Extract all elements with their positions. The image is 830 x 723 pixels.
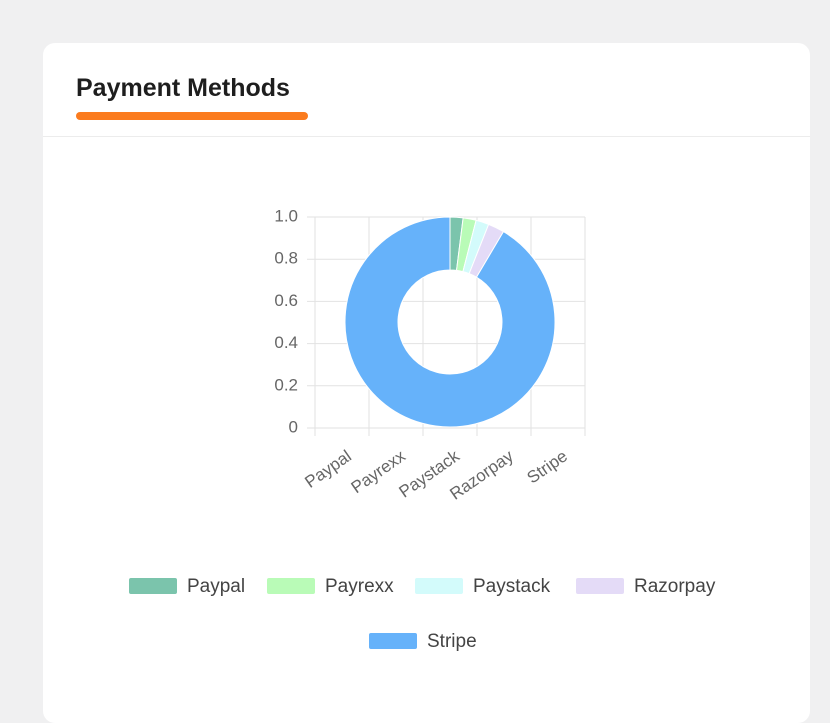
chart: 0 0.2 0.4 0.6 0.8 1.0 Paypal Payrexx Paystack Raz…: [129, 206, 716, 652]
y-tick-label: 0.2: [274, 375, 298, 394]
y-tick-label: 1.0: [274, 206, 298, 225]
legend-swatch: [576, 578, 624, 594]
y-tick-label: 0.8: [274, 249, 298, 268]
legend-label: Paypal: [187, 576, 245, 597]
x-tick-label: Paypal: [301, 446, 354, 491]
legend-label: Stripe: [427, 631, 477, 652]
legend-label: Payrexx: [325, 576, 394, 597]
legend-swatch: [369, 633, 417, 649]
card-header: Payment Methods: [43, 43, 810, 137]
legend-label: Paystack: [473, 576, 551, 597]
y-tick-label: 0: [289, 417, 298, 436]
legend-swatch: [267, 578, 315, 594]
x-tick-label: Stripe: [524, 446, 571, 487]
legend-swatch: [129, 578, 177, 594]
y-tick-label: 0.4: [274, 333, 298, 352]
page: Payment Methods 0 0.2 0.4 0.6 0.8 1.0 Paypal Pa…: [43, 43, 810, 723]
legend-label: Razorpay: [634, 576, 716, 597]
doughnut-segment: [344, 216, 556, 428]
card-title: Payment Methods: [76, 74, 290, 102]
legend-swatch: [415, 578, 463, 594]
title-underline: [76, 112, 308, 120]
y-tick-label: 0.6: [274, 291, 298, 310]
